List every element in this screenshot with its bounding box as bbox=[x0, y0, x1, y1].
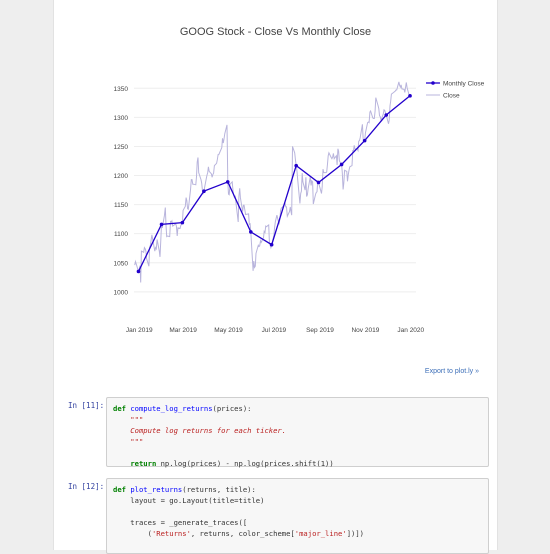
monthly-close-point bbox=[408, 94, 412, 98]
code-line: def compute_log_returns(prices): bbox=[113, 404, 251, 413]
monthly-close-point bbox=[136, 269, 141, 274]
code-token: plot_returns bbox=[130, 485, 183, 494]
monthly-close-point bbox=[202, 189, 206, 194]
code-token: (prices): bbox=[212, 404, 252, 413]
code-token: Compute log returns for each ticker. bbox=[113, 426, 287, 435]
code-token bbox=[113, 459, 130, 468]
code-line: traces = _generate_traces([ bbox=[113, 518, 247, 527]
y-tick-label: 1150 bbox=[114, 202, 128, 209]
monthly-close-point bbox=[180, 220, 185, 225]
y-tick-label: 1300 bbox=[114, 115, 129, 122]
monthly-close-point bbox=[294, 163, 299, 168]
x-tick-label: Nov 2019 bbox=[351, 327, 379, 334]
code-line: """ bbox=[113, 415, 143, 424]
code-line: ('Returns', returns, color_scheme['major… bbox=[113, 529, 364, 538]
code-token: """ bbox=[113, 415, 144, 424]
monthly-close-point bbox=[384, 113, 389, 117]
y-tick-label: 1250 bbox=[114, 144, 129, 151]
y-tick-label: 1350 bbox=[114, 86, 129, 93]
code-token: traces = _generate_traces([ bbox=[113, 518, 248, 527]
code-line: """ bbox=[113, 437, 143, 446]
x-tick-label: Jul 2019 bbox=[262, 327, 287, 334]
monthly-close-point bbox=[249, 230, 253, 234]
code-line: Compute log returns for each ticker. bbox=[113, 426, 286, 435]
code-line: layout = go.Layout(title=title) bbox=[113, 496, 264, 505]
code-token: layout = go.Layout(title=title) bbox=[113, 496, 265, 505]
x-tick-label: Sep 2019 bbox=[306, 327, 334, 334]
code-token: return bbox=[130, 459, 161, 468]
code-token: ])]) bbox=[346, 529, 365, 538]
y-tick-label: 1050 bbox=[114, 260, 129, 267]
x-tick-label: Mar 2019 bbox=[169, 327, 197, 334]
code-token: ( bbox=[113, 529, 152, 538]
code-token: def bbox=[113, 404, 131, 413]
notebook-page: GOOG Stock - Close Vs Monthly Close 1000… bbox=[53, 0, 498, 554]
code-token: 'Returns' bbox=[151, 529, 191, 538]
chart-area: GOOG Stock - Close Vs Monthly Close 1000… bbox=[54, 0, 497, 360]
code-token: (returns, title): bbox=[182, 485, 256, 494]
y-tick-label: 1100 bbox=[114, 231, 128, 238]
code-token: """ bbox=[113, 437, 144, 446]
monthly-close-point bbox=[316, 180, 321, 185]
code-cell-12[interactable]: In [12]: def plot_returns(returns, title… bbox=[54, 478, 497, 554]
legend-marker bbox=[431, 81, 435, 85]
code-line: def plot_returns(returns, title): bbox=[113, 485, 256, 494]
code-editor[interactable]: def compute_log_returns(prices): """ Com… bbox=[106, 397, 489, 468]
legend-label: Close bbox=[443, 93, 460, 100]
y-tick-label: 1000 bbox=[114, 289, 129, 296]
cell-prompt: In [12]: bbox=[68, 482, 105, 491]
code-editor[interactable]: def plot_returns(returns, title): layout… bbox=[106, 478, 489, 554]
code-line: return np.log(prices) - np.log(prices.sh… bbox=[113, 459, 334, 468]
monthly-close-point bbox=[339, 162, 344, 167]
export-to-plotly-link[interactable]: Export to plot.ly » bbox=[424, 368, 479, 375]
code-token: compute_log_returns bbox=[130, 404, 213, 413]
monthly-close-point bbox=[362, 138, 367, 143]
code-cell-11[interactable]: In [11]: def compute_log_returns(prices)… bbox=[54, 397, 497, 468]
x-tick-label: Jan 2019 bbox=[126, 327, 153, 334]
chart-svg: 1000 1050 1100 1150 1200 1250 1300 1350 Jan 2019… bbox=[114, 81, 485, 335]
monthly-close-point bbox=[159, 222, 164, 227]
code-token: , returns, color_scheme[ bbox=[190, 529, 295, 538]
code-token: def bbox=[113, 485, 131, 494]
code-token: 'major_line' bbox=[294, 529, 347, 538]
code-token: np.log(prices) - np.log(prices.shift(1)) bbox=[160, 459, 334, 468]
monthly-close-point bbox=[269, 242, 274, 247]
x-tick-label: May 2019 bbox=[214, 327, 243, 334]
x-tick-label: Jan 2020 bbox=[397, 327, 424, 334]
series-line-close bbox=[134, 81, 410, 283]
chart-title: GOOG Stock - Close Vs Monthly Close bbox=[179, 26, 372, 38]
y-tick-label: 1200 bbox=[114, 173, 129, 180]
legend-label: Monthly Close bbox=[443, 81, 485, 88]
cell-prompt: In [11]: bbox=[68, 401, 105, 410]
monthly-close-point bbox=[225, 180, 230, 184]
